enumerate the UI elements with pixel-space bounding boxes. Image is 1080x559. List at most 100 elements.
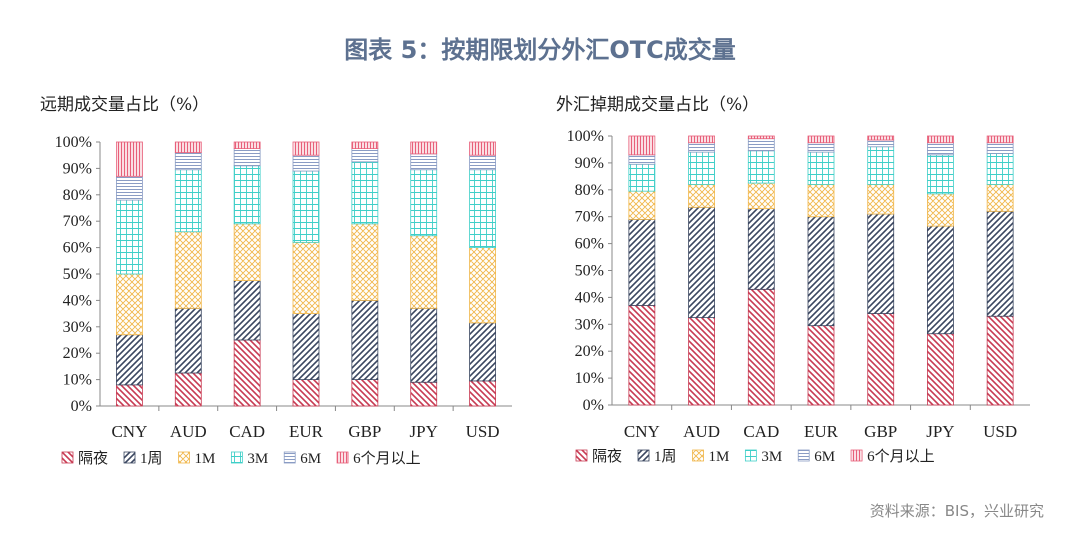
bar-segment-CNY-6个月以上 xyxy=(628,135,656,156)
legend-swatch xyxy=(692,449,704,462)
bar-segment-GBP-3M xyxy=(867,146,895,185)
x-tick-label: CAD xyxy=(743,422,779,441)
bar-segment-CAD-3M xyxy=(233,165,261,225)
x-tick-label: EUR xyxy=(289,422,324,441)
bar-segment-AUD-1周 xyxy=(688,206,715,318)
legend-label: 1M xyxy=(195,451,216,467)
bar-segment-AUD-6个月以上 xyxy=(688,135,715,144)
legend-swatch xyxy=(178,451,190,464)
bar-segment-CAD-3M xyxy=(747,150,775,184)
bar-segment-AUD-隔夜 xyxy=(174,372,202,407)
legend-swatch xyxy=(637,449,650,462)
bar-segment-AUD-1M xyxy=(688,184,715,208)
x-tick-label: CNY xyxy=(111,422,147,441)
y-tick-label: 50% xyxy=(575,263,604,280)
bar-segment-EUR-隔夜 xyxy=(292,379,320,407)
bar-segment-AUD-隔夜 xyxy=(688,317,715,406)
legend-swatch xyxy=(336,451,349,464)
x-tick-label: USD xyxy=(466,422,500,441)
figure-title: 图表 5：按期限划分外汇OTC成交量 xyxy=(344,36,736,64)
bar-segment-GBP-1M xyxy=(867,184,895,215)
bar-segment-JPY-1周 xyxy=(927,225,954,335)
bar-segment-GBP-3M xyxy=(351,161,379,225)
y-tick-label: 0% xyxy=(583,397,604,414)
legend-label: 1周 xyxy=(654,448,677,465)
bar-segment-USD-6M xyxy=(469,154,496,171)
bar-segment-EUR-1M xyxy=(292,241,320,315)
legend-label: 1M xyxy=(709,449,730,465)
bar-segment-CNY-隔夜 xyxy=(116,384,143,407)
bar-segment-CNY-3M xyxy=(628,163,656,192)
x-tick-label: JPY xyxy=(926,422,954,441)
bar-segment-CAD-6个月以上 xyxy=(233,141,261,149)
bar-segment-EUR-隔夜 xyxy=(807,325,835,406)
x-tick-label: AUD xyxy=(683,422,720,441)
bar-segment-JPY-1周 xyxy=(410,307,438,383)
bar-segment-JPY-1M xyxy=(410,235,438,309)
bar-segment-CNY-3M xyxy=(116,199,143,275)
bar-segment-EUR-6M xyxy=(292,154,320,172)
bar-segment-CAD-6个月以上 xyxy=(747,135,775,140)
legend-swatch xyxy=(230,451,243,464)
bar-segment-EUR-6M xyxy=(807,142,835,153)
bar-segment-CNY-隔夜 xyxy=(628,305,656,406)
bar-segment-CNY-1周 xyxy=(116,334,143,386)
bar-segment-JPY-隔夜 xyxy=(927,333,954,406)
y-tick-label: 20% xyxy=(63,345,92,362)
bar-segment-USD-1M xyxy=(469,247,496,324)
legend-label: 隔夜 xyxy=(78,450,108,467)
x-tick-label: JPY xyxy=(410,422,438,441)
bar-segment-AUD-3M xyxy=(174,169,202,233)
bar-segment-GBP-1周 xyxy=(867,213,895,314)
bar-segment-EUR-3M xyxy=(292,170,320,243)
legend-label: 3M xyxy=(247,451,268,467)
x-tick-label: CAD xyxy=(229,422,265,441)
bar-segment-CNY-1周 xyxy=(628,218,656,306)
y-tick-label: 70% xyxy=(575,209,604,226)
bar-segment-USD-3M xyxy=(986,153,1014,185)
y-tick-label: 30% xyxy=(63,319,92,336)
y-tick-label: 40% xyxy=(63,292,92,309)
bar-segment-JPY-3M xyxy=(410,169,438,237)
y-tick-label: 10% xyxy=(63,372,92,389)
y-tick-label: 50% xyxy=(63,266,92,283)
bar-segment-USD-3M xyxy=(469,169,496,248)
bar-segment-EUR-1周 xyxy=(292,313,320,381)
bar-segment-JPY-6个月以上 xyxy=(410,141,438,155)
bar-segment-USD-隔夜 xyxy=(469,380,496,407)
bar-segment-CAD-1M xyxy=(233,223,261,281)
bar-segment-GBP-6M xyxy=(351,148,379,163)
bar-segment-GBP-6个月以上 xyxy=(867,135,895,141)
legend-label: 6个月以上 xyxy=(353,450,421,467)
legend-label: 3M xyxy=(761,449,782,465)
bar-segment-USD-6个月以上 xyxy=(986,135,1014,144)
y-tick-label: 100% xyxy=(55,134,92,151)
bar-segment-USD-1M xyxy=(986,184,1014,212)
bar-segment-EUR-3M xyxy=(807,151,835,185)
legend-label: 6M xyxy=(814,449,835,465)
legend-label: 1周 xyxy=(140,450,163,467)
bar-segment-GBP-6M xyxy=(867,139,895,148)
x-tick-label: EUR xyxy=(804,422,839,441)
x-tick-label: GBP xyxy=(864,422,897,441)
y-tick-label: 0% xyxy=(71,398,92,415)
bar-segment-CNY-1M xyxy=(628,190,656,220)
bar-segment-AUD-6M xyxy=(174,152,202,171)
y-tick-label: 20% xyxy=(575,343,604,360)
legend-label: 6个月以上 xyxy=(867,448,935,465)
y-tick-label: 90% xyxy=(575,155,604,172)
right-chart-title: 外汇掉期成交量占比（%） xyxy=(556,95,760,115)
bar-segment-EUR-6个月以上 xyxy=(292,141,320,156)
y-tick-label: 10% xyxy=(575,370,604,387)
bar-segment-JPY-隔夜 xyxy=(410,381,438,407)
y-tick-label: 80% xyxy=(63,187,92,204)
x-tick-label: CNY xyxy=(624,422,660,441)
bar-segment-EUR-1周 xyxy=(807,216,835,327)
bar-segment-GBP-1周 xyxy=(351,299,379,380)
bar-segment-CAD-1M xyxy=(747,182,775,210)
left-chart-title: 远期成交量占比（%） xyxy=(40,95,210,115)
bar-segment-JPY-6M xyxy=(410,153,438,171)
bar-segment-JPY-6M xyxy=(927,142,954,156)
source-note: 资料来源：BIS，兴业研究 xyxy=(869,502,1044,520)
bar-segment-CAD-隔夜 xyxy=(233,339,261,407)
